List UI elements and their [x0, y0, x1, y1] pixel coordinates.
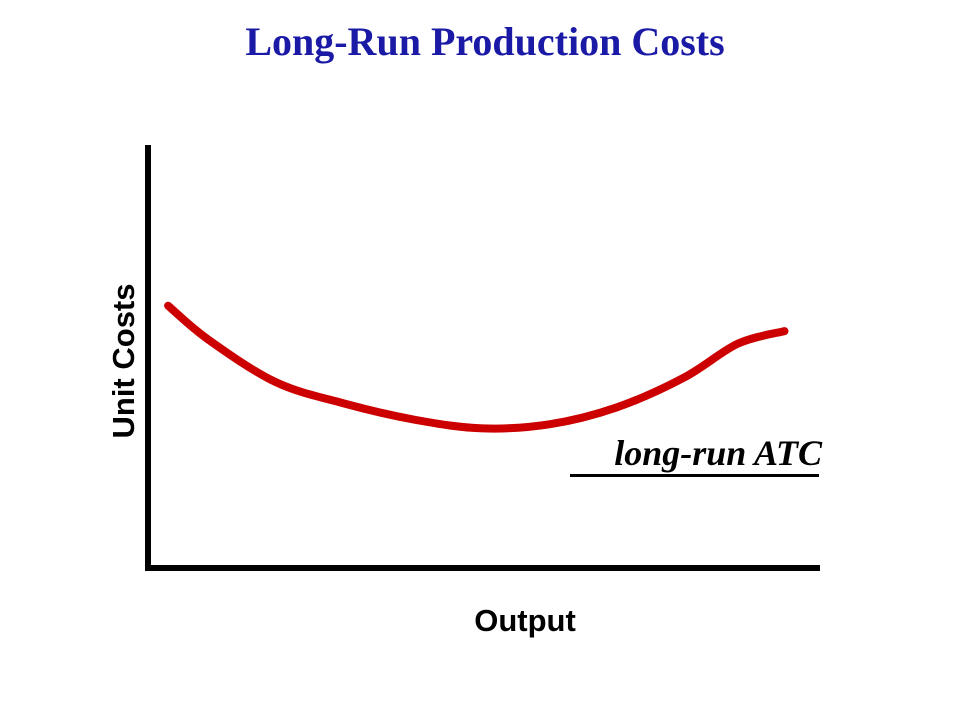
- y-axis-label: Unit Costs: [106, 283, 141, 439]
- series-label-underline: [570, 474, 819, 477]
- x-axis-label: Output: [474, 603, 576, 638]
- long-run-atc-curve: [164, 301, 789, 433]
- series-label-long-run-atc: long-run ATC: [614, 433, 822, 473]
- chart-title: Long-Run Production Costs: [245, 19, 725, 64]
